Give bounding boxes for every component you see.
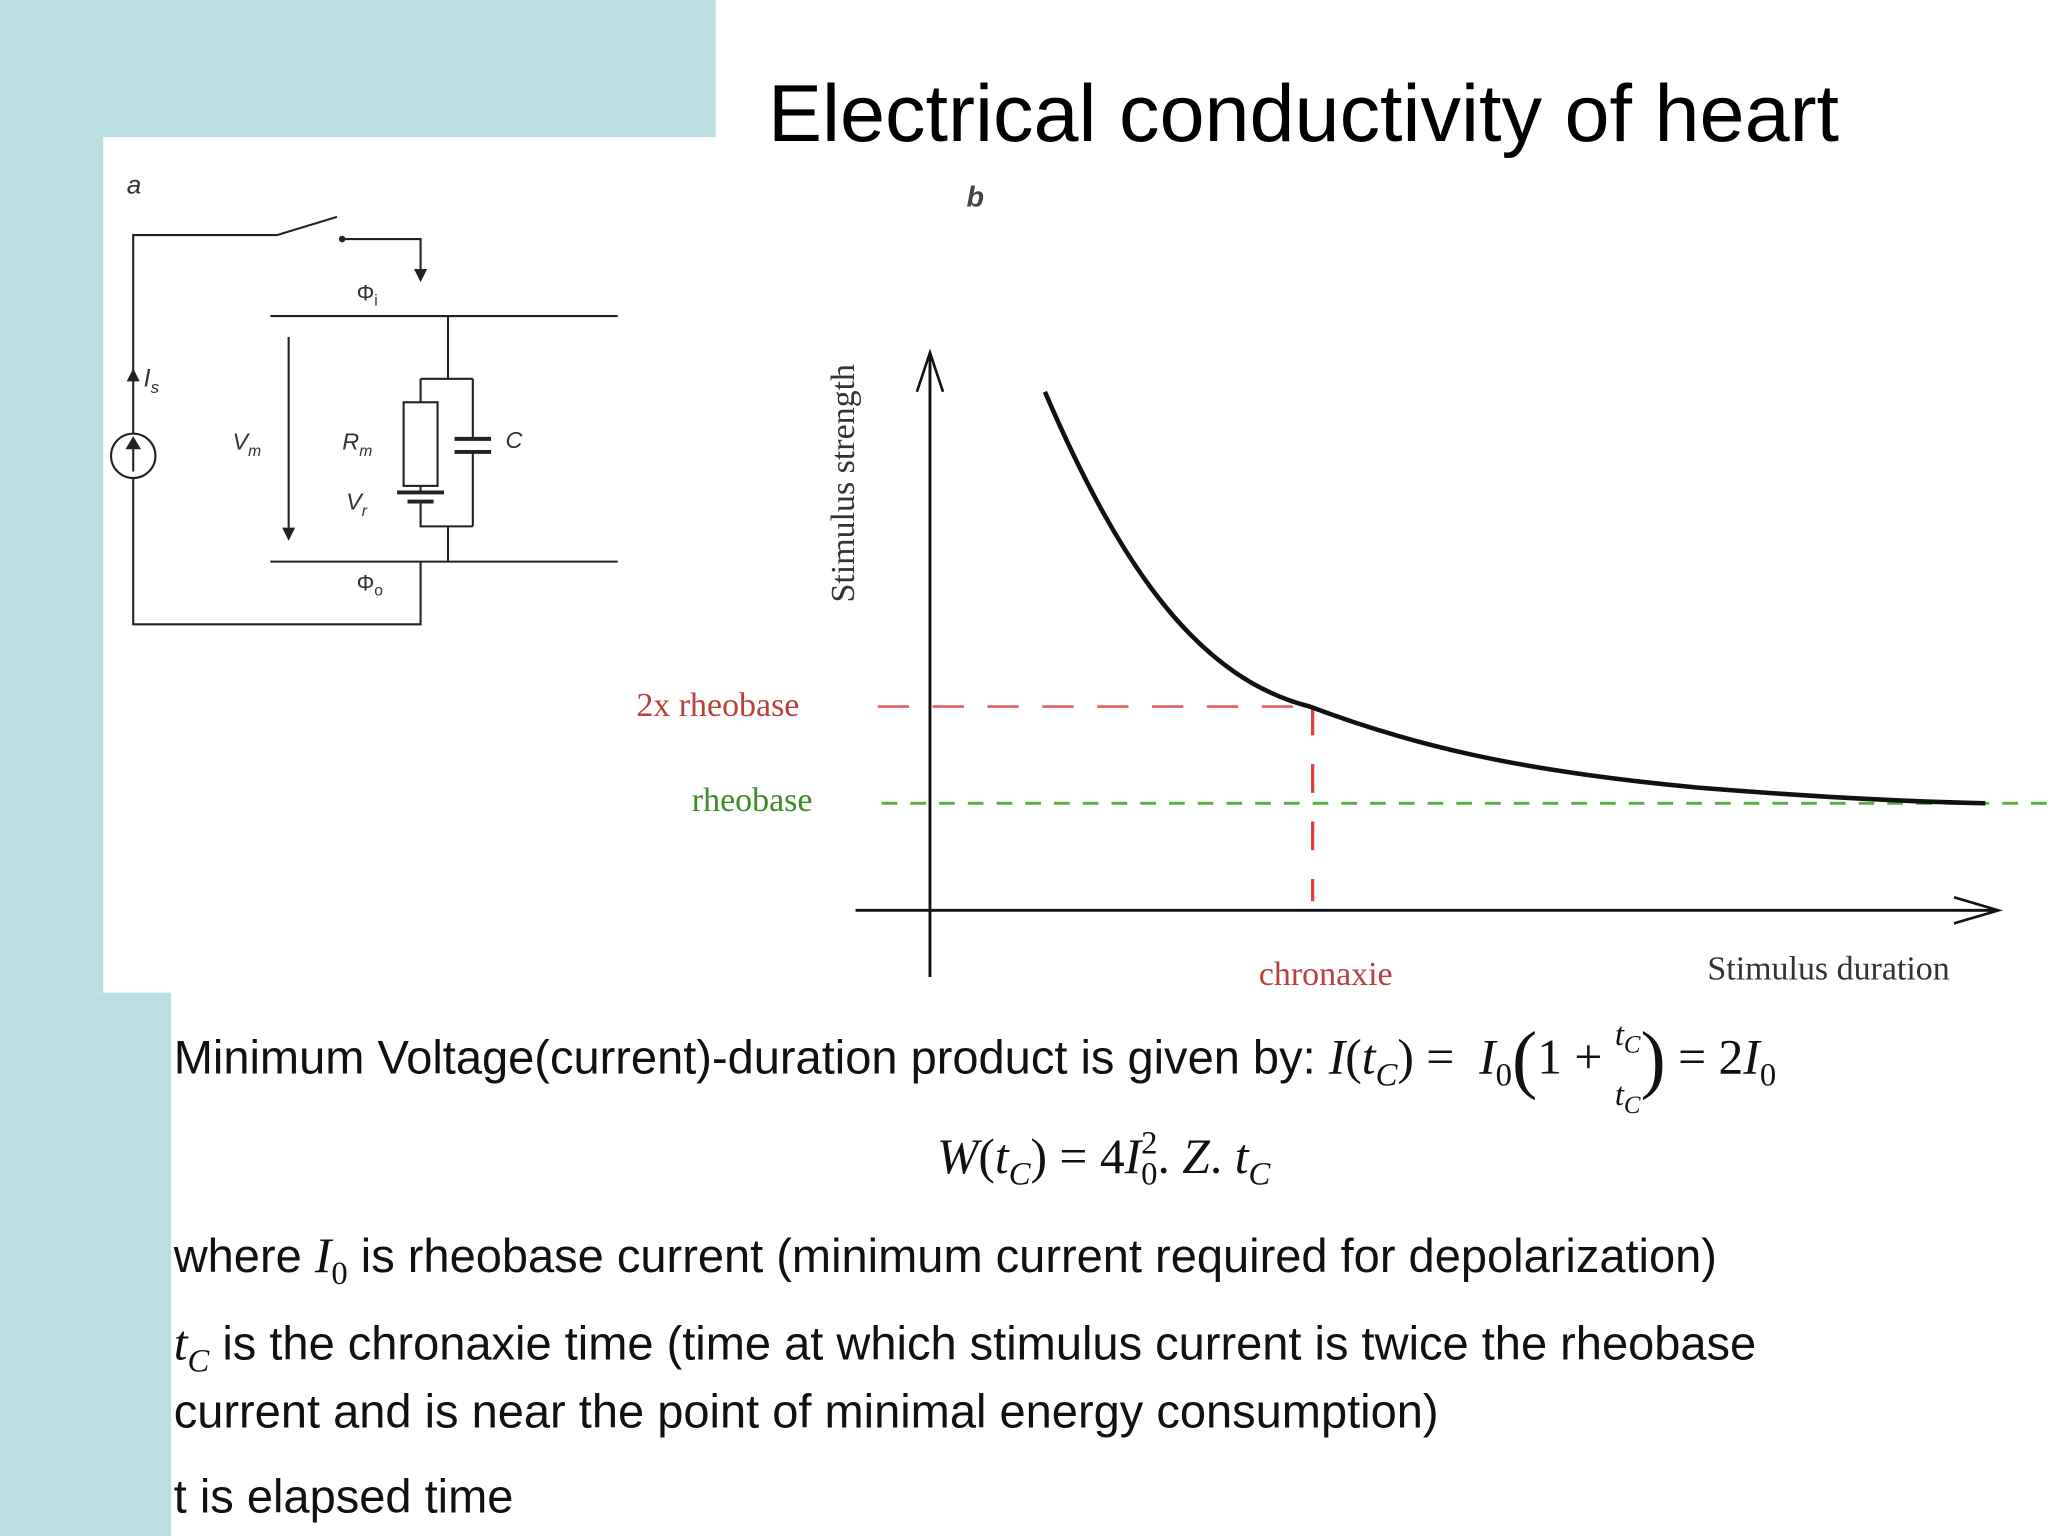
text-run: 0	[1496, 1057, 1512, 1093]
label-main: V	[232, 428, 250, 454]
text-run: t	[1615, 1077, 1625, 1113]
text-run: Z	[1182, 1129, 1211, 1184]
slide-title: Electrical conductivity of heart	[768, 69, 1839, 159]
text-run: (	[1512, 1017, 1537, 1101]
text-run: Minimum Voltage(current)-duration produc…	[174, 1031, 1329, 1084]
text-run: C	[1249, 1157, 1272, 1193]
wire	[132, 215, 422, 434]
circuit-label: Vm	[232, 428, 261, 460]
panel-label: b	[967, 181, 985, 213]
circuit-label: C	[505, 427, 523, 453]
text-line: t is elapsed time	[174, 1469, 514, 1522]
panel-label: a	[127, 169, 142, 199]
resistor	[402, 401, 439, 487]
text-run: t	[174, 1316, 189, 1371]
label-main: V	[346, 488, 364, 514]
text-run: ) =	[1397, 1030, 1479, 1085]
text-run: )	[1640, 1017, 1665, 1101]
arrow-head	[125, 436, 142, 450]
text-run: is the chronaxie time (time at which sti…	[209, 1317, 1756, 1370]
accent-left-upper	[0, 0, 104, 993]
text-run: .	[1210, 1129, 1235, 1184]
label-sub: m	[359, 443, 372, 460]
arrow-head	[414, 269, 428, 283]
text-run: I	[1478, 1030, 1498, 1085]
text-run: C	[188, 1343, 211, 1379]
text-run: current and is near the point of minimal…	[174, 1385, 1439, 1438]
current-source	[109, 432, 157, 480]
label-sub: i	[374, 293, 377, 310]
wire	[132, 478, 422, 626]
x-axis-arrow	[1953, 896, 2003, 925]
text-run: 0	[1760, 1057, 1776, 1093]
accent-left-lower	[0, 992, 172, 1536]
text-run: C	[1624, 1032, 1641, 1059]
y-axis-arrow	[915, 348, 945, 393]
label-sub: s	[151, 378, 160, 397]
rheobase-label: rheobase	[692, 782, 813, 819]
text-run: (	[978, 1129, 995, 1184]
strength-duration-curve	[1042, 390, 1986, 806]
text-line: Minimum Voltage(current)-duration produc…	[174, 1017, 1776, 1119]
circuit-label: Is	[144, 366, 160, 398]
text-run: I	[314, 1228, 334, 1283]
x-axis-label: Stimulus duration	[1707, 951, 1949, 988]
text-run: C	[1624, 1092, 1641, 1119]
text-run: (	[1345, 1030, 1362, 1085]
label-main: I	[144, 366, 151, 393]
text-run: t	[1235, 1129, 1250, 1184]
strength-duration-diagram: b Stimulus strength 2x rheobase rheobase…	[636, 181, 2048, 993]
text-run: C	[1009, 1157, 1032, 1193]
accent-top	[0, 0, 716, 138]
text-run: I	[1742, 1030, 1762, 1085]
text-run: 0	[1141, 1157, 1157, 1193]
chronaxie-label: chronaxie	[1259, 956, 1393, 993]
circuit-label: Φo	[357, 570, 384, 599]
text-run: = 2	[1666, 1030, 1744, 1085]
text-run: I	[1124, 1129, 1144, 1184]
text-run: t	[995, 1129, 1010, 1184]
text-run: .	[1157, 1129, 1182, 1184]
label-sub: r	[362, 503, 368, 520]
arrow-head	[282, 527, 296, 541]
text-run: t	[1362, 1030, 1377, 1085]
label-main: Φ	[357, 570, 375, 595]
arrow-head	[126, 368, 140, 382]
y-axis-label: Stimulus strength	[825, 364, 862, 603]
text-run: is rheobase current (minimum current req…	[348, 1229, 1717, 1282]
label-main: Φ	[357, 280, 375, 305]
text-run: W	[937, 1129, 983, 1184]
circuit-label: Φi	[357, 280, 378, 309]
text-run: C	[1376, 1057, 1399, 1093]
label-sub: o	[374, 583, 383, 600]
text-run: 0	[331, 1256, 347, 1292]
circuit-label: Vr	[346, 488, 368, 520]
circuit-label: Rm	[342, 428, 372, 460]
text-run: t is elapsed time	[174, 1469, 514, 1522]
text-run: I	[1328, 1030, 1348, 1085]
wire	[419, 316, 474, 562]
text-run: where	[173, 1229, 315, 1282]
label-sub: m	[248, 443, 261, 460]
label-main: R	[342, 428, 359, 454]
circuit-diagram: a Is Φi Φo Vm Rm C Vr	[109, 169, 618, 626]
body-text: Minimum Voltage(current)-duration produc…	[173, 1017, 1776, 1523]
text-run: ) = 4	[1030, 1129, 1124, 1184]
text-run: 1 +	[1537, 1030, 1615, 1085]
switch-contact	[338, 235, 346, 243]
twice-rheobase-label: 2x rheobase	[636, 687, 799, 724]
text-run: 2	[1141, 1125, 1157, 1161]
text-run: t	[1615, 1017, 1625, 1053]
text-line: current and is near the point of minimal…	[174, 1385, 1439, 1438]
